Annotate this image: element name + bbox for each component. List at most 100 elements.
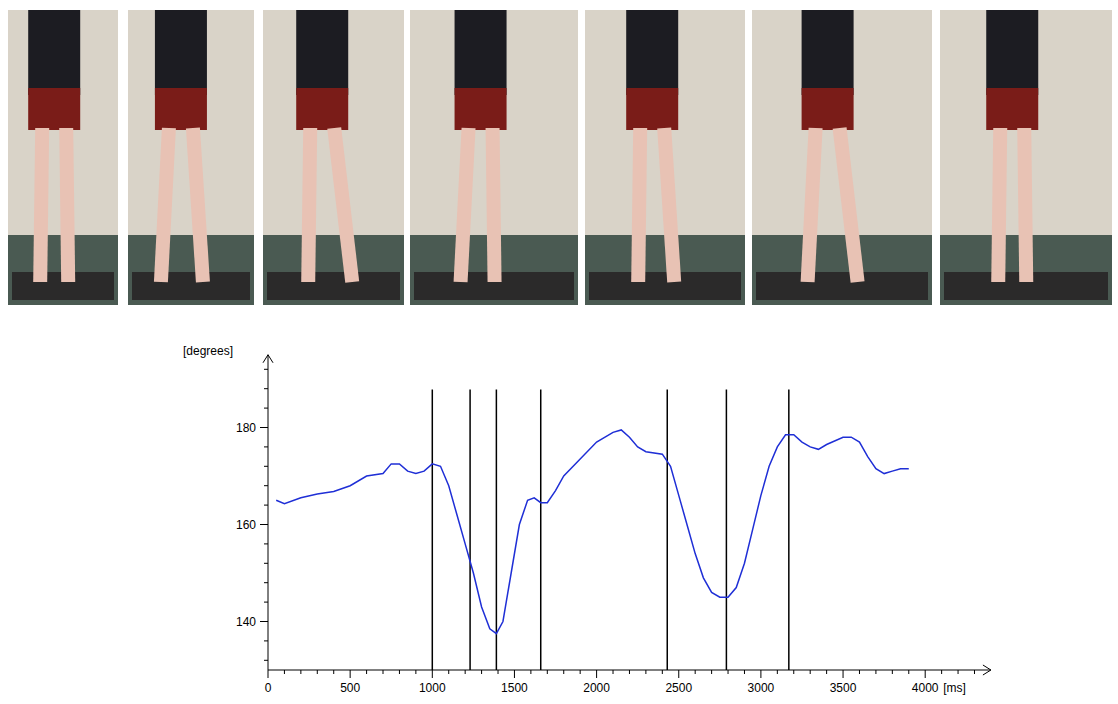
photo-shirt [296,10,348,95]
y-minor-tick [264,621,268,622]
x-minor-tick [629,670,630,674]
photo-wall [8,10,118,305]
x-minor-tick [613,670,614,674]
x-tick [268,670,269,678]
photo-mat [132,272,250,300]
photo-shorts [802,88,854,130]
photo-wall [752,10,932,305]
photo-leg [66,128,68,282]
x-minor-tick [415,670,416,674]
photo-shirt [455,10,507,95]
x-tick [514,670,515,678]
photo-wall [128,10,254,305]
x-tick-label: 2000 [583,681,610,695]
photo-shorts [155,88,207,130]
y-minor-tick [264,543,268,544]
x-tick [925,670,926,678]
event-line [540,389,542,670]
x-minor-tick [941,670,942,674]
x-minor-tick [333,670,334,674]
photo-leg [998,128,1000,282]
x-tick-label: 0 [265,681,272,695]
y-minor-tick [264,427,268,428]
y-tick-label: 160 [236,518,256,532]
x-minor-tick [728,670,729,674]
x-minor-tick [498,670,499,674]
x-minor-tick [284,670,285,674]
photo-leg [664,128,674,282]
x-minor-tick [383,670,384,674]
event-line [666,389,668,670]
plot-area [276,389,909,670]
x-tick [432,670,433,678]
x-minor-tick [958,670,959,674]
y-minor-tick [264,505,268,506]
y-tick [260,524,268,525]
x-minor-tick [366,670,367,674]
y-tick-label: 180 [236,421,256,435]
x-minor-tick [810,670,811,674]
photo-wall [263,10,404,305]
photo-shirt [28,10,80,95]
photo-shorts [28,88,80,130]
photo-leg [1024,128,1026,282]
photo-leg [193,128,203,282]
photo-panel [585,10,745,305]
event-line [496,389,498,670]
x-minor-tick [645,670,646,674]
y-axis-title: [degrees] [183,344,233,358]
y-minor-tick [264,408,268,409]
x-axis-arrow [983,665,991,675]
photo-mat [589,272,741,300]
figure: 05001000150020002500300035004000[ms]1401… [0,0,1118,704]
photo-leg [161,128,169,282]
x-minor-tick [662,670,663,674]
x-tick-label: 4000 [912,681,939,695]
event-line [432,389,434,670]
x-minor-tick [695,670,696,674]
photo-panel [8,10,118,305]
photo-wall [410,10,578,305]
photo-leg [493,128,495,282]
x-minor-tick [793,670,794,674]
photo-wall [940,10,1112,305]
x-tick [350,670,351,678]
y-minor-tick [264,485,268,486]
x-minor-tick [300,670,301,674]
x-minor-tick [908,670,909,674]
photo-panel [410,10,578,305]
event-line [788,389,790,670]
photo-shirt [155,10,207,95]
x-tick [843,670,844,678]
photo-shorts [296,88,348,130]
photo-leg [840,128,858,282]
event-line [726,389,728,670]
y-minor-tick [264,388,268,389]
x-tick-label: 500 [340,681,360,695]
y-minor-tick [264,660,268,661]
photo-leg [808,128,816,282]
y-axis-arrow [263,355,273,363]
x-minor-tick [399,670,400,674]
y-tick [260,427,268,428]
photo-panel [752,10,932,305]
photo-shirt [986,10,1038,95]
x-minor-tick [875,670,876,674]
photo-floor [752,235,932,305]
photo-mat [267,272,400,300]
photo-shirt [626,10,678,95]
x-tick-label: 3000 [748,681,775,695]
x-minor-tick [711,670,712,674]
photo-leg [461,128,469,282]
photo-leg [40,128,42,282]
x-tick [678,670,679,678]
photo-panel [940,10,1112,305]
photo-floor [128,235,254,305]
photo-panel [263,10,404,305]
y-minor-tick [264,466,268,467]
photo-mat [756,272,928,300]
x-minor-tick [744,670,745,674]
x-tick [760,670,761,678]
x-minor-tick [859,670,860,674]
y-minor-tick [264,582,268,583]
